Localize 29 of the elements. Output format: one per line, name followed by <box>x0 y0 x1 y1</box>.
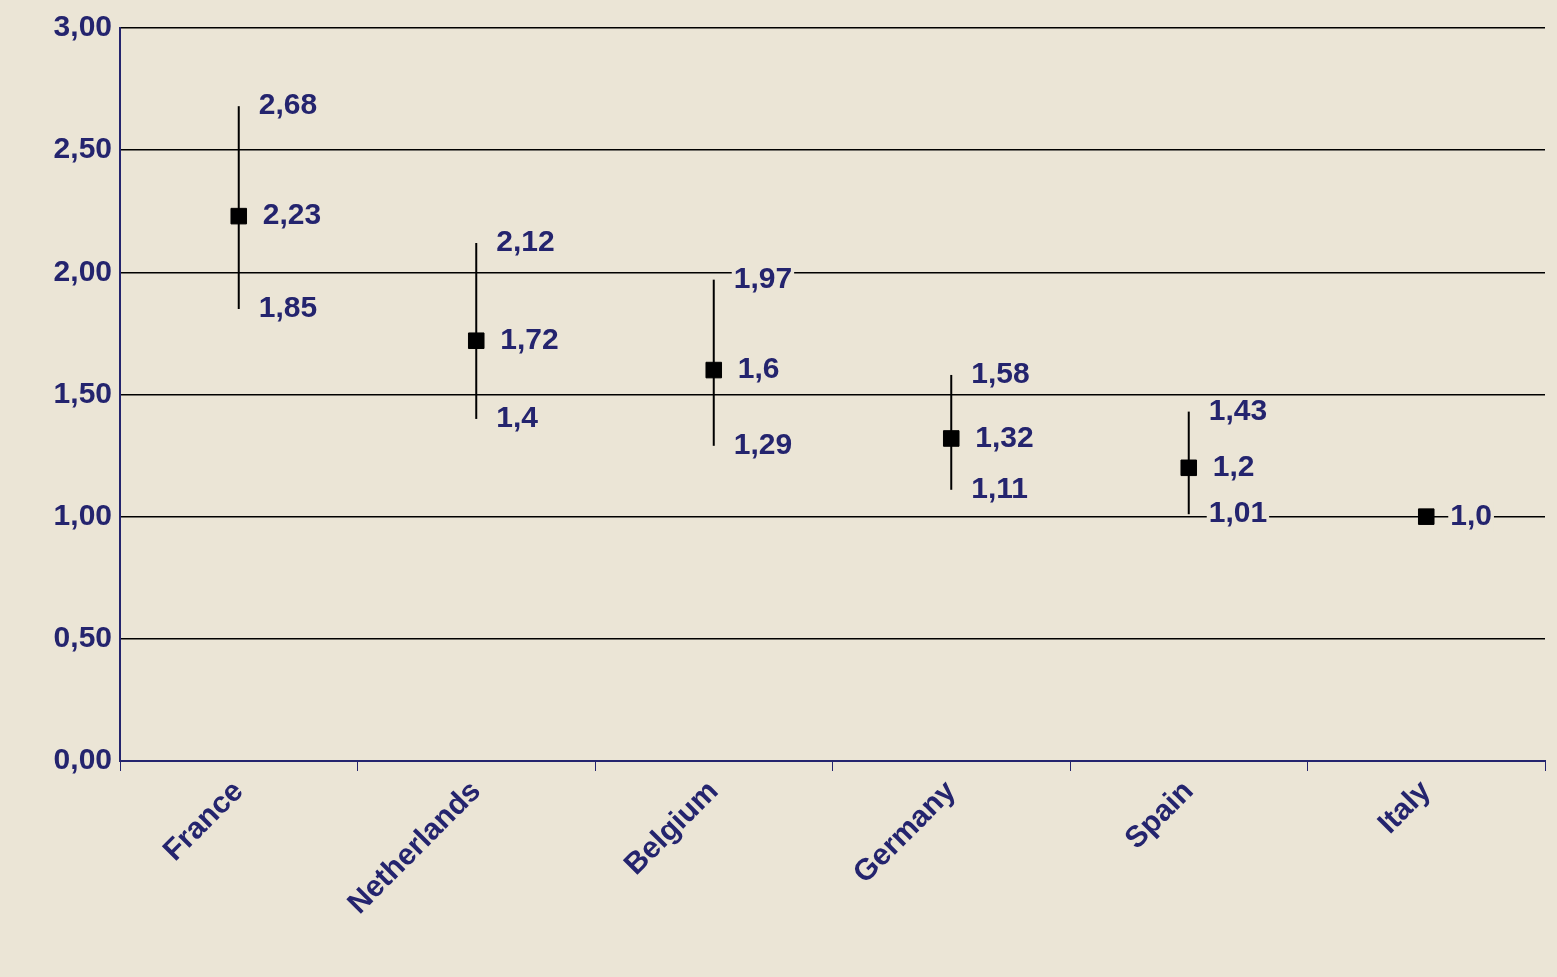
point <box>705 361 723 379</box>
annotation: 2,12 <box>496 224 555 258</box>
point <box>230 207 248 225</box>
y-tick-label: 1,00 <box>53 497 112 531</box>
data-label: 1,6 <box>737 351 780 385</box>
data-label: 1,0 <box>1450 497 1492 531</box>
annotation: 1,85 <box>258 290 318 324</box>
point <box>467 332 485 350</box>
point <box>1417 508 1435 525</box>
annotation: 1,97 <box>733 260 793 294</box>
data-label: 1,72 <box>500 322 559 356</box>
annotation: 1,58 <box>971 356 1030 390</box>
data-label: 2,23 <box>262 197 322 231</box>
point <box>942 430 960 447</box>
y-tick-label: 1,50 <box>53 375 112 409</box>
y-tick-label: 3,00 <box>53 9 112 43</box>
y-tick-label: 0,50 <box>53 620 112 654</box>
annotation: 1,4 <box>496 400 539 434</box>
annotation: 1,01 <box>1208 495 1268 529</box>
y-tick-label: 0,00 <box>53 742 112 776</box>
annotation: 2,68 <box>258 87 318 121</box>
point <box>1180 459 1198 477</box>
y-tick-label: 2,00 <box>53 253 112 287</box>
y-tick-label: 2,50 <box>53 131 112 165</box>
data-label: 1,32 <box>975 419 1034 453</box>
data-label: 1,2 <box>1212 449 1255 483</box>
annotation: 1,29 <box>733 427 793 461</box>
annotation: 1,11 <box>971 471 1028 505</box>
annotation: 1,43 <box>1208 392 1268 426</box>
